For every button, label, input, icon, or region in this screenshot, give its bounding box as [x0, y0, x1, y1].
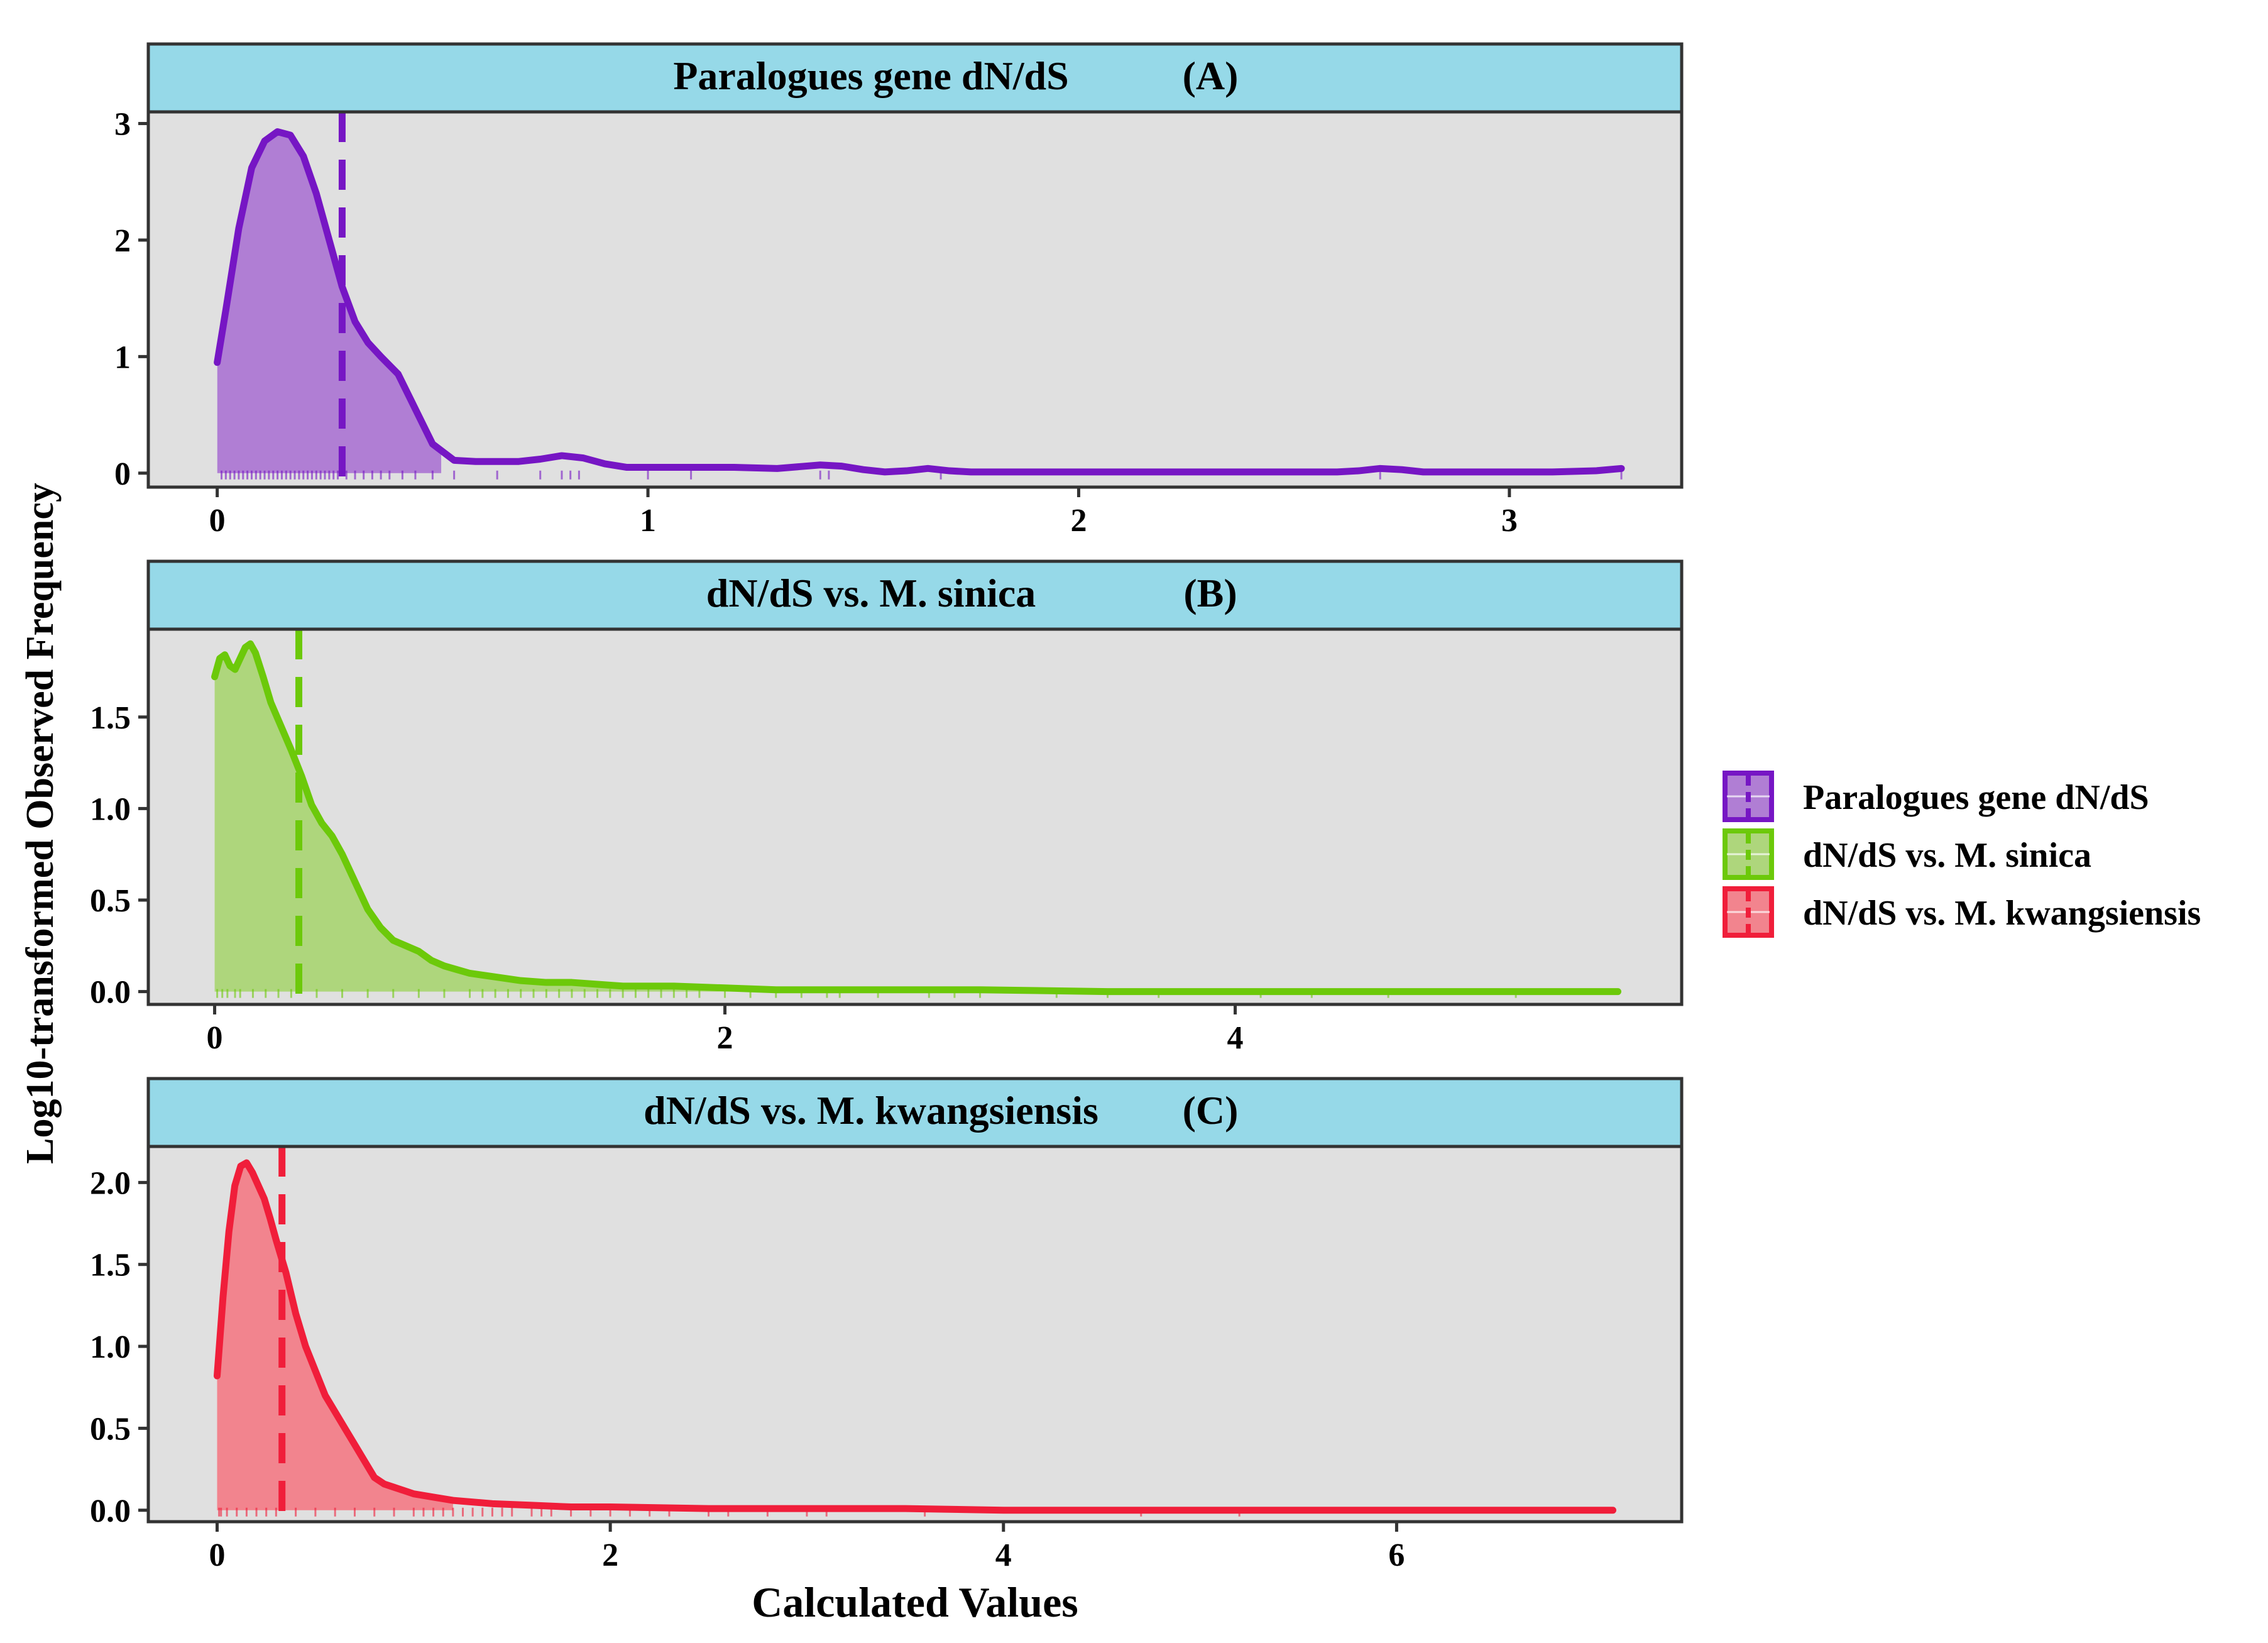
panel-c: dN/dS vs. M. kwangsiensis (C) 0.0 0.5 1.0 1.5…	[90, 1077, 1684, 1573]
rug-marks	[218, 1507, 1241, 1517]
y-tick-label: 0.5	[90, 1411, 131, 1447]
x-tick-label: 1	[640, 503, 656, 539]
plot-frame	[146, 1145, 1684, 1524]
panel-tag: (C)	[1183, 1088, 1239, 1133]
density-area	[217, 131, 442, 473]
y-tick-label: 3	[114, 107, 131, 143]
x-axis-title: Calculated Values	[752, 1578, 1078, 1626]
x-tick-label: 2	[717, 1020, 733, 1056]
legend-item: dN/dS vs. M. sinica	[1723, 828, 2091, 880]
y-tick-label: 2	[114, 223, 131, 259]
legend-label: Paralogues gene dN/dS	[1803, 778, 2149, 817]
x-tick-label: 0	[209, 1537, 225, 1573]
y-tick-label: 1.0	[90, 1329, 131, 1365]
legend-item: Paralogues gene dN/dS	[1723, 771, 2149, 822]
panel-strip	[146, 42, 1684, 114]
facet-panels: Paralogues gene dN/dS (A) 0 1 2 3 0 1 2 3 dN/dS vs…	[90, 42, 1684, 1573]
x-tick-label: 6	[1388, 1537, 1405, 1573]
density-line	[211, 640, 1621, 996]
panel-b: dN/dS vs. M. sinica (B) 0.0 0.5 1.0 1.5 0 2 4	[90, 559, 1684, 1056]
density-line	[213, 1159, 1617, 1514]
y-tick-label: 0	[114, 456, 131, 492]
x-tick-label: 0	[207, 1020, 223, 1056]
panel-a: Paralogues gene dN/dS (A) 0 1 2 3 0 1 2 3	[114, 42, 1684, 539]
plot-frame	[146, 110, 1684, 489]
y-tick-label: 2.0	[90, 1165, 131, 1201]
rug-marks	[221, 470, 1623, 480]
x-tick-label: 4	[1227, 1020, 1244, 1056]
y-tick-label: 1	[114, 339, 131, 375]
panel-strip	[146, 1077, 1684, 1148]
y-tick-label: 0.5	[90, 883, 131, 919]
plot-frame	[146, 627, 1684, 1006]
y-tick-label: 1.5	[90, 1248, 131, 1283]
x-tick-label: 3	[1501, 503, 1518, 539]
y-axis-title: Log10-transformed Observed Frequency	[19, 483, 62, 1164]
panel-tag: (B)	[1183, 571, 1237, 615]
density-area	[214, 644, 1618, 992]
panel-title: dN/dS vs. M. sinica	[706, 571, 1036, 615]
panel-title: dN/dS vs. M. kwangsiensis	[644, 1088, 1098, 1133]
y-tick-label: 1.5	[90, 700, 131, 736]
panel-title: Paralogues gene dN/dS	[673, 53, 1068, 98]
y-tick-label: 0.0	[90, 975, 131, 1011]
x-tick-label: 0	[209, 503, 226, 539]
x-tick-label: 2	[1070, 503, 1087, 539]
x-tick-label: 4	[995, 1537, 1012, 1573]
plot-background	[148, 1146, 1682, 1522]
x-tick-label: 2	[602, 1537, 618, 1573]
legend: Paralogues gene dN/dS dN/dS vs. M. sinica…	[1723, 771, 2201, 938]
legend-label: dN/dS vs. M. sinica	[1803, 836, 2091, 875]
y-tick-label: 1.0	[90, 791, 131, 827]
legend-item: dN/dS vs. M. kwangsiensis	[1723, 886, 2201, 938]
y-tick-label: 0.0	[90, 1493, 131, 1529]
density-line	[214, 128, 1625, 476]
legend-label: dN/dS vs. M. kwangsiensis	[1803, 894, 2201, 933]
panel-tag: (A)	[1183, 53, 1239, 98]
